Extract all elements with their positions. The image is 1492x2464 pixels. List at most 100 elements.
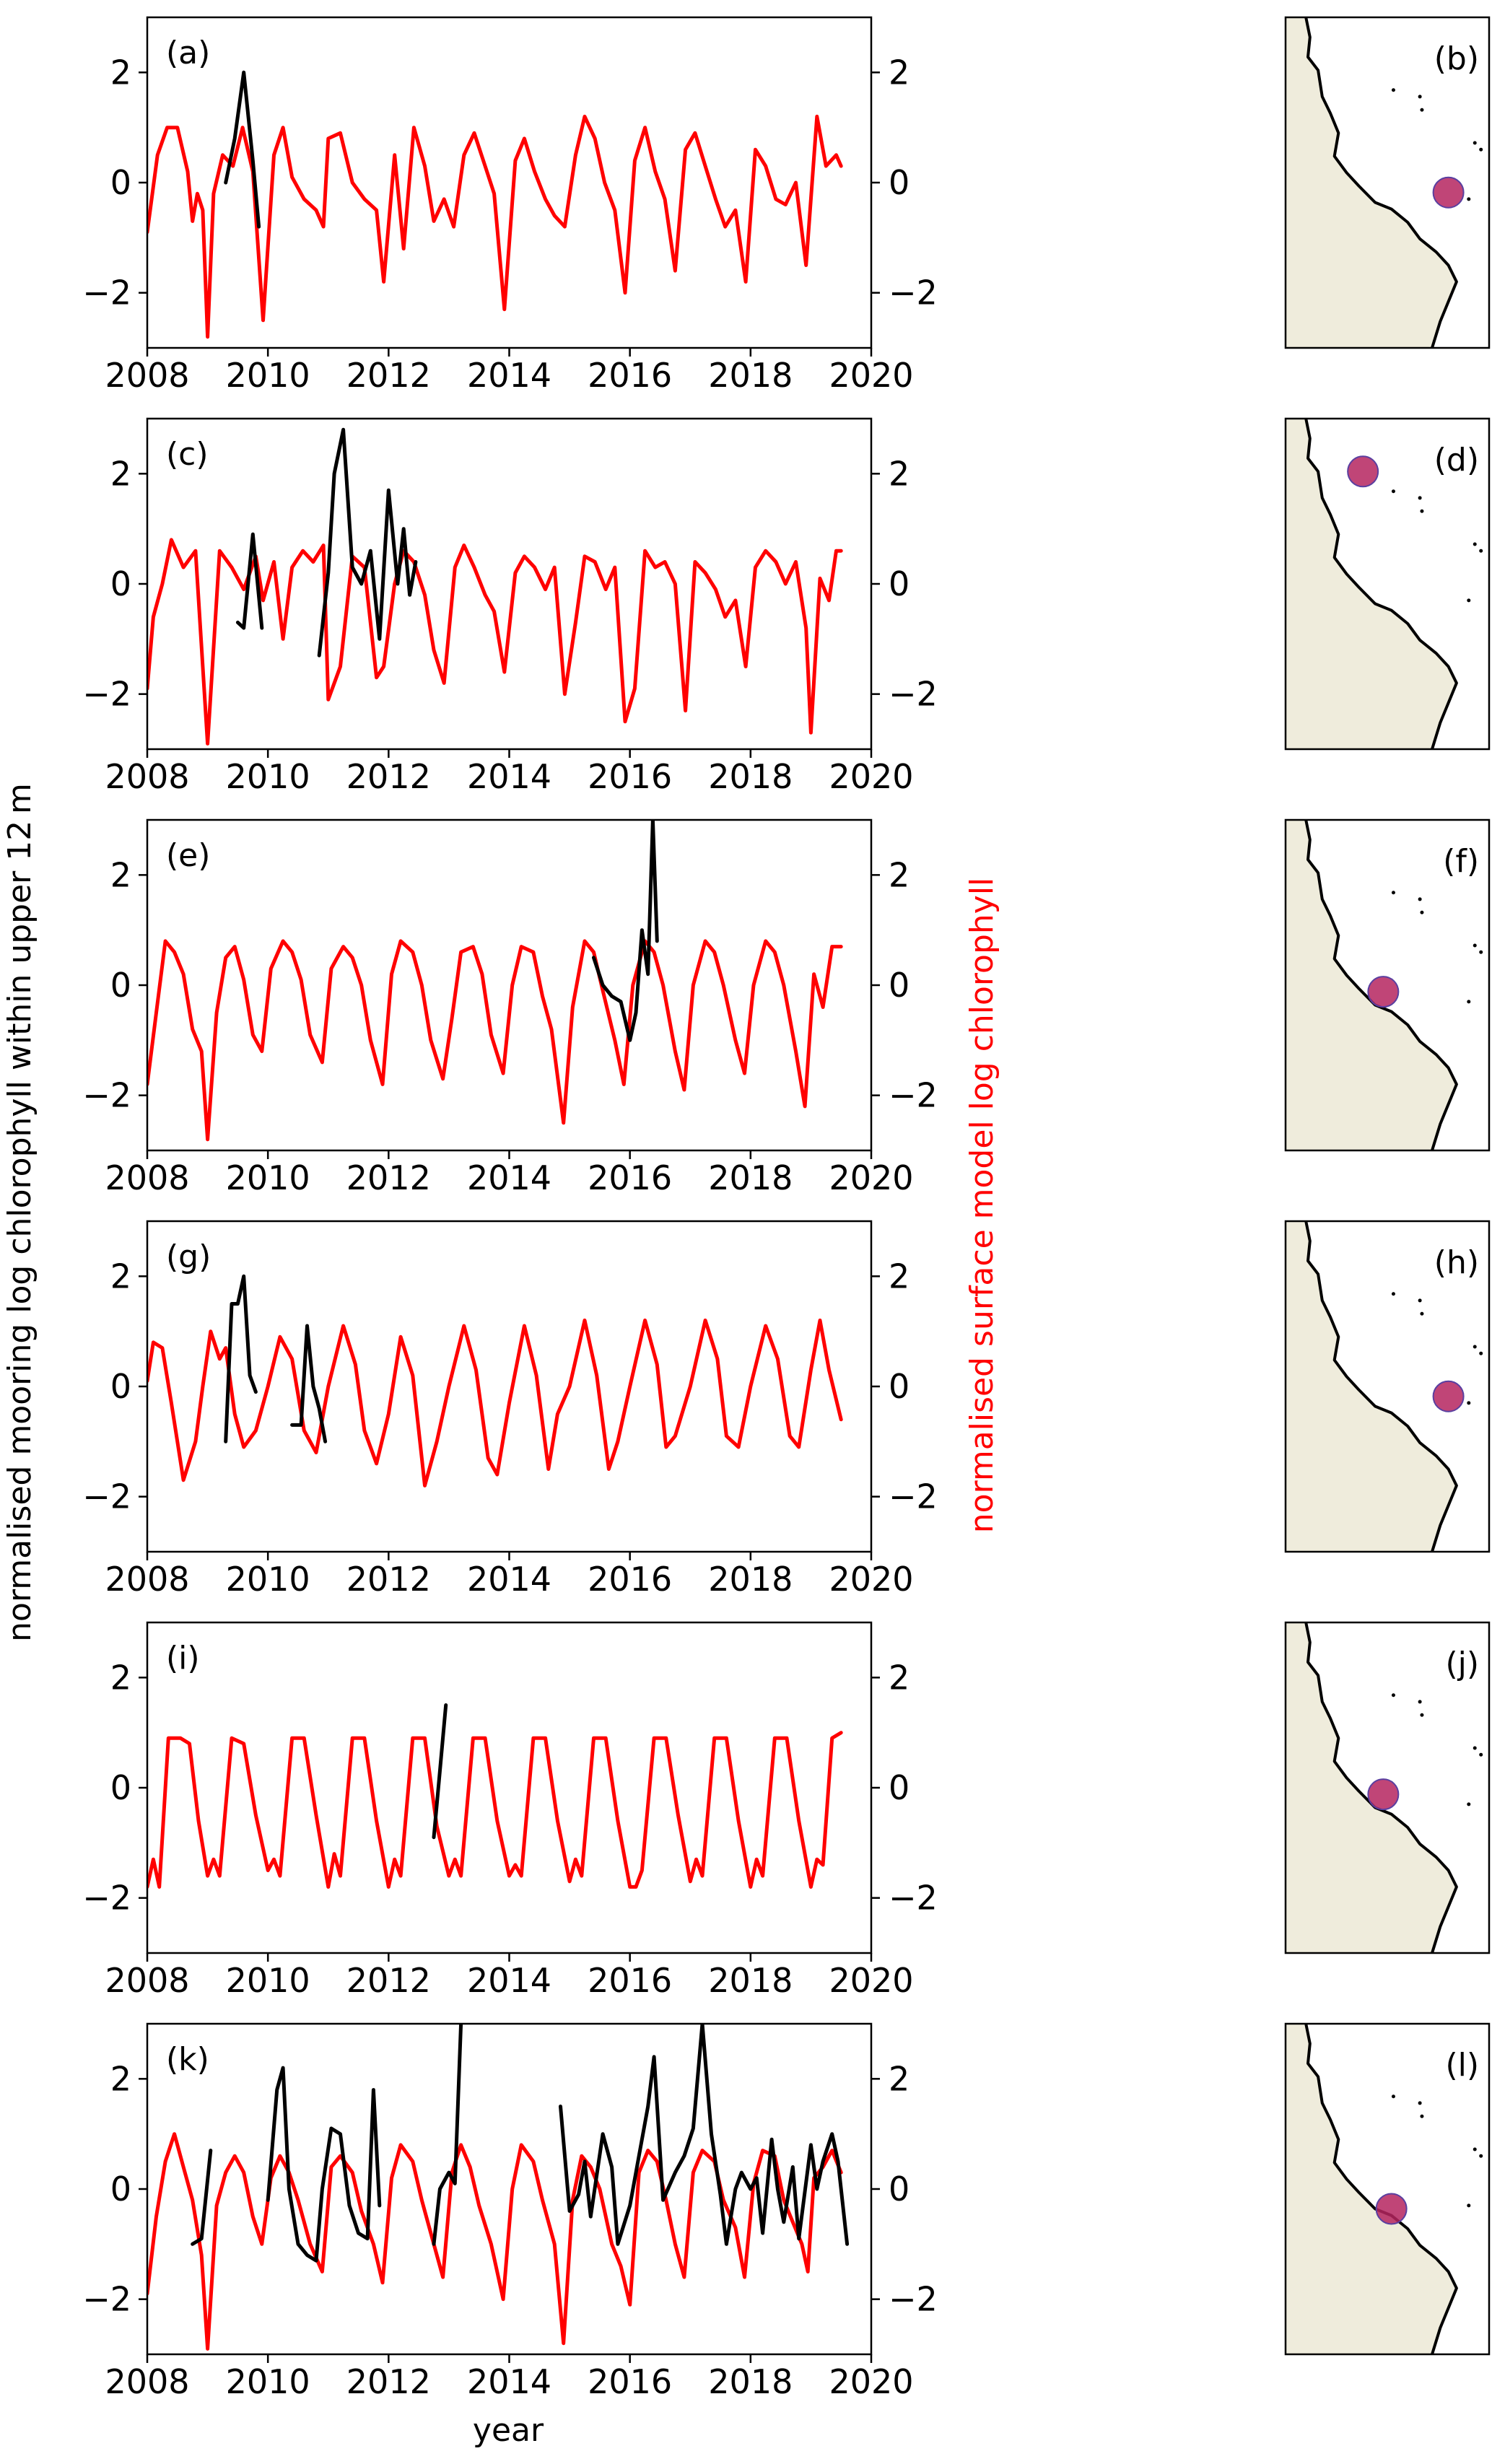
y-tick-label-right: 2	[889, 1658, 909, 1697]
land-area	[1286, 820, 1457, 1150]
y-tick-label-left: −2	[82, 675, 131, 714]
map-panel: (d)	[1284, 417, 1491, 751]
x-tick-label: 2018	[708, 1560, 793, 1599]
mooring-series	[224, 70, 261, 229]
island-dot	[1418, 496, 1422, 500]
location-marker	[1347, 455, 1379, 488]
island-dot	[1391, 2094, 1395, 2099]
map-label: (f)	[1443, 843, 1479, 880]
model-line	[147, 114, 843, 339]
x-tick-label: 2016	[588, 356, 672, 395]
y-tick-label-right: −2	[889, 274, 938, 313]
map-panels: (b) (d) (f) (h) (j) (l)	[1284, 16, 1491, 2356]
y-tick-label-left: 2	[110, 454, 131, 493]
plot-frame	[146, 1220, 873, 1553]
coastline	[1304, 17, 1458, 349]
y-axis-label-right: normalised surface model log chlorophyll	[964, 878, 1000, 1534]
x-tick-label: 2014	[467, 356, 551, 395]
y-tick-label-right: −2	[889, 2280, 938, 2319]
mooring-series	[592, 820, 659, 1042]
x-tick-label: 2010	[226, 1961, 310, 2000]
location-marker	[1375, 2193, 1408, 2225]
island-dot	[1418, 1700, 1422, 1704]
y-tick-label-left: 2	[110, 53, 131, 92]
x-tick-label: 2012	[346, 1158, 431, 1197]
x-tick-label: 2010	[226, 1158, 310, 1197]
mooring-series	[191, 2024, 850, 2263]
x-tick-label: 2010	[226, 2362, 310, 2401]
chart-panel: 2008 2010 2012 2014 2016 2018 2020 2 2 0 0 −2 −2 (c)	[82, 417, 938, 796]
location-marker	[1367, 1778, 1400, 1811]
x-tick-label: 2010	[226, 356, 310, 395]
x-tick-label: 2012	[346, 2362, 431, 2401]
island-dot	[1479, 950, 1483, 954]
y-tick-label-left: −2	[82, 1477, 131, 1516]
x-tick-label: 2014	[467, 1560, 551, 1599]
location-marker	[1432, 176, 1465, 209]
x-tick-label: 2014	[467, 1158, 551, 1197]
panel-label: (i)	[166, 1640, 200, 1677]
coastline	[1304, 418, 1458, 750]
island-dot	[1420, 2114, 1424, 2118]
island-dot	[1391, 88, 1395, 92]
island-dot	[1479, 2154, 1483, 2158]
plot-frame	[146, 818, 873, 1152]
coastline	[1304, 819, 1458, 1151]
island-dot	[1420, 910, 1424, 914]
x-tick-label: 2012	[346, 356, 431, 395]
y-tick-label-left: −2	[82, 274, 131, 313]
mooring-line	[224, 70, 261, 229]
x-tick-label: 2020	[829, 1560, 913, 1599]
island-dot	[1479, 147, 1483, 152]
y-tick-label-right: 0	[889, 966, 909, 1005]
x-tick-label: 2008	[105, 2362, 189, 2401]
island-dot	[1418, 897, 1422, 901]
mooring-line	[592, 820, 659, 1042]
model-line	[147, 1731, 843, 1889]
x-tick-label: 2020	[829, 2362, 913, 2401]
x-tick-label: 2016	[588, 2362, 672, 2401]
island-dot	[1391, 1693, 1395, 1698]
map-frame	[1284, 417, 1491, 751]
model-series	[147, 2132, 843, 2351]
x-tick-label: 2012	[346, 757, 431, 796]
island-dot	[1420, 1713, 1424, 1717]
mooring-series	[235, 427, 418, 657]
mooring-line	[235, 427, 418, 657]
map-frame	[1284, 818, 1491, 1152]
map-panel: (f)	[1284, 818, 1491, 1152]
x-tick-label: 2018	[708, 1961, 793, 2000]
island-dot	[1473, 542, 1477, 546]
chart-panel: 2008 2010 2012 2014 2016 2018 2020 2 2 0 0 −2 −2 (a)	[82, 16, 938, 395]
x-tick-label: 2016	[588, 1158, 672, 1197]
coastline	[1304, 2023, 1458, 2355]
x-tick-label: 2016	[588, 1961, 672, 2000]
panel-label: (a)	[166, 35, 210, 71]
island-dot	[1467, 2203, 1471, 2208]
x-tick-label: 2008	[105, 1560, 189, 1599]
mooring-line	[432, 1703, 448, 1840]
x-tick-label: 2014	[467, 757, 551, 796]
x-axis-label: year	[473, 2412, 544, 2449]
y-tick-label-right: 0	[889, 163, 909, 202]
model-line	[147, 538, 843, 746]
island-dot	[1418, 1298, 1422, 1303]
x-tick-label: 2014	[467, 1961, 551, 2000]
map-frame	[1284, 1220, 1491, 1553]
chart-panel: 2008 2010 2012 2014 2016 2018 2020 2 2 0 0 −2 −2 (i)	[82, 1621, 938, 2000]
location-marker	[1367, 976, 1400, 1008]
y-tick-label-right: 0	[889, 1367, 909, 1406]
model-series	[147, 538, 843, 746]
land-area	[1286, 17, 1457, 348]
location-marker	[1432, 1380, 1465, 1412]
island-dot	[1391, 489, 1395, 494]
island-dot	[1420, 1311, 1424, 1316]
island-dot	[1467, 197, 1471, 201]
chart-panel: 2008 2010 2012 2014 2016 2018 2020 2 2 0 0 −2 −2 (e)	[82, 818, 938, 1197]
x-tick-label: 2014	[467, 2362, 551, 2401]
mooring-series	[224, 1274, 328, 1443]
y-tick-label-left: 0	[110, 1367, 131, 1406]
island-dot	[1391, 1292, 1395, 1296]
y-tick-label-left: −2	[82, 1076, 131, 1115]
map-panel: (j)	[1284, 1621, 1491, 1954]
